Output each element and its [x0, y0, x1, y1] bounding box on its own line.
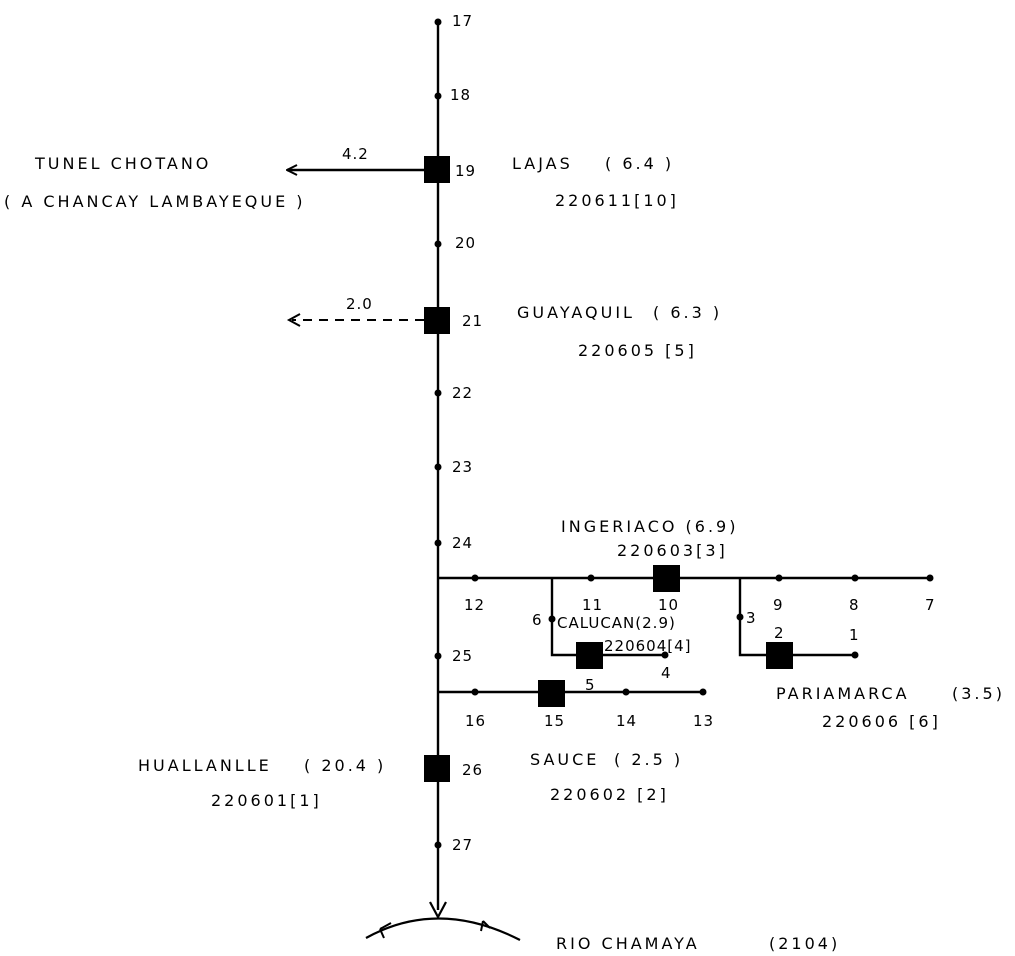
river-arrow-left [379, 922, 392, 939]
guayaquil-value: ( 6.3 ) [653, 303, 722, 322]
river-curve [365, 917, 521, 941]
pariamarca-code: 220606 [6] [822, 712, 941, 731]
lajas-value: ( 6.4 ) [605, 154, 674, 173]
node-label-5: 5 [585, 676, 596, 694]
calucan-code: 220604[4] [604, 637, 692, 655]
node-dot [851, 574, 859, 582]
pariamarca-value: (3.5) [952, 684, 1005, 703]
node-label-2: 2 [774, 624, 785, 642]
node-label-24: 24 [452, 534, 473, 552]
huallanlle-name: HUALLANLLE [138, 756, 272, 775]
ingeriaco-code: 220603[3] [617, 541, 728, 560]
dashed-diversion-arrowhead [286, 313, 301, 327]
node-label-6: 6 [532, 611, 543, 629]
node-label-21: 21 [462, 312, 483, 330]
sauce-value: ( 2.5 ) [614, 750, 683, 769]
node-dot [471, 574, 479, 582]
node-label-14: 14 [616, 712, 637, 730]
lajas-code: 220611[10] [555, 191, 679, 210]
node-dot [434, 240, 442, 248]
node-dot [434, 652, 442, 660]
sauce-code: 220602 [2] [550, 785, 669, 804]
river-name: RIO CHAMAYA [556, 934, 700, 953]
node-label-7: 7 [925, 596, 936, 614]
node-label-18: 18 [450, 86, 471, 104]
node-label-8: 8 [849, 596, 860, 614]
node-dot [851, 651, 859, 659]
sauce-name: SAUCE [530, 750, 599, 769]
calucan-line [550, 578, 665, 657]
node-dot [548, 615, 556, 623]
node-label-23: 23 [452, 458, 473, 476]
lajas-name: LAJAS [512, 154, 573, 173]
tunel-name-label: TUNEL CHOTANO [34, 154, 211, 173]
dashed-flow-label: 2.0 [346, 295, 373, 313]
huallanlle-code: 220601[1] [211, 791, 322, 810]
node-label-11: 11 [582, 596, 603, 614]
node-dot [775, 574, 783, 582]
node-label-26: 26 [462, 761, 483, 779]
node-dot [622, 688, 630, 696]
node-dot [661, 651, 669, 659]
node-label-17: 17 [452, 12, 473, 30]
node-label-19: 19 [455, 162, 476, 180]
node-dot [736, 613, 744, 621]
node-label-16: 16 [465, 712, 486, 730]
pariamarca-name: PARIAMARCA [776, 684, 910, 703]
guayaquil-name: GUAYAQUIL [517, 303, 635, 322]
huallanlle-value: ( 20.4 ) [304, 756, 386, 775]
node-label-3: 3 [746, 609, 757, 627]
node-dot [471, 688, 479, 696]
node-dot [434, 841, 442, 849]
node-label-1: 1 [849, 626, 860, 644]
node-label-22: 22 [452, 384, 473, 402]
node-label-9: 9 [773, 596, 784, 614]
guayaquil-code: 220605 [5] [578, 341, 697, 360]
tunel-flow-label: 4.2 [342, 145, 369, 163]
node-dot [434, 18, 442, 26]
station-pariamarca [766, 642, 793, 669]
node-dot [434, 389, 442, 397]
node-dot [434, 539, 442, 547]
ingeriaco-title: INGERIACO (6.9) [561, 517, 738, 536]
river-arrow-right [480, 920, 491, 932]
node-label-27: 27 [452, 836, 473, 854]
station-calucan [576, 642, 603, 669]
station-ingeriaco [653, 565, 680, 592]
tunel-dest-label: ( A CHANCAY LAMBAYEQUE ) [4, 192, 306, 211]
node-dot [434, 92, 442, 100]
node-dot [699, 688, 707, 696]
node-dot [587, 574, 595, 582]
node-label-12: 12 [464, 596, 485, 614]
station-huallanlle [424, 755, 450, 782]
river-value: (2104) [769, 934, 840, 953]
node-label-13: 13 [693, 712, 714, 730]
pariamarca-line [738, 578, 855, 657]
main-channel-arrowhead [429, 901, 447, 920]
node-label-25: 25 [452, 647, 473, 665]
station-sauce [538, 680, 565, 707]
calucan-title: CALUCAN(2.9) [557, 614, 676, 632]
node-label-10: 10 [658, 596, 679, 614]
node-label-4: 4 [661, 664, 672, 682]
node-label-15: 15 [544, 712, 565, 730]
node-label-20: 20 [455, 234, 476, 252]
node-dot [926, 574, 934, 582]
station-guayaquil [424, 307, 450, 334]
station-lajas [424, 156, 450, 183]
node-dot [434, 463, 442, 471]
